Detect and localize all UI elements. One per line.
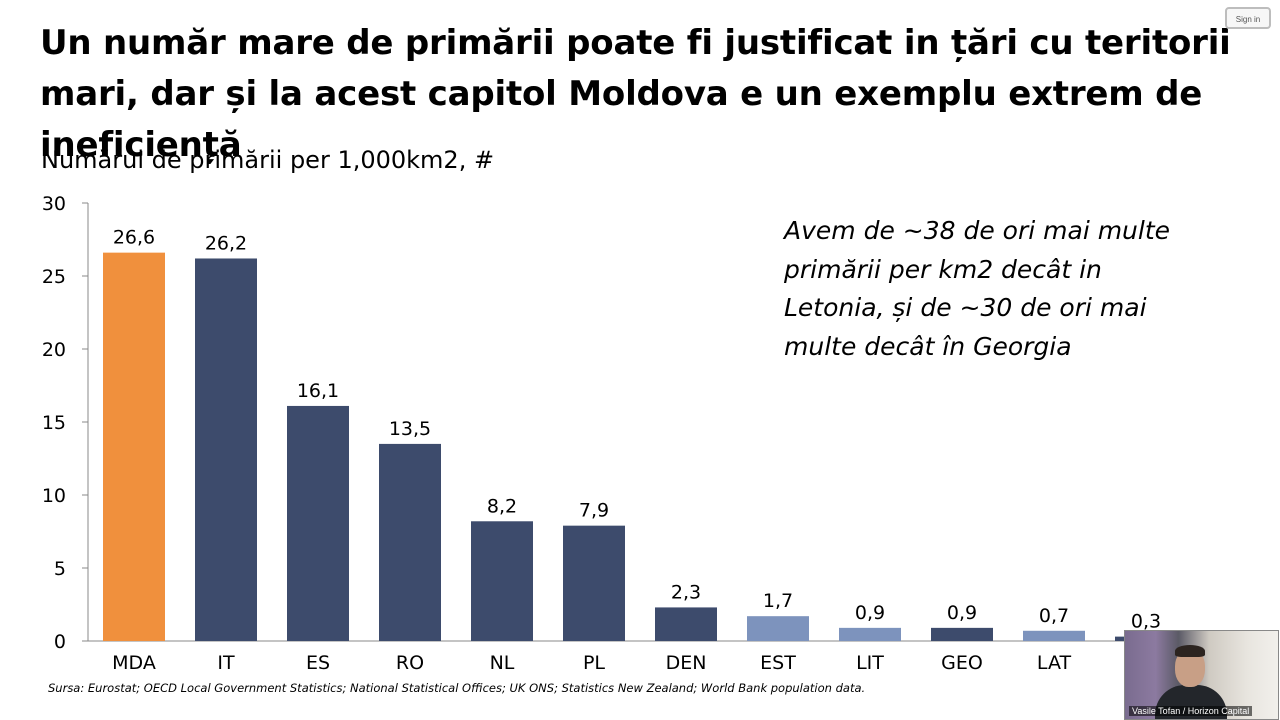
data-label: 0,9 (855, 602, 885, 624)
y-tick-label: 20 (42, 339, 66, 361)
x-tick-label: IT (217, 652, 235, 674)
bar-den (655, 607, 717, 641)
data-label: 8,2 (487, 495, 517, 517)
y-tick-label: 0 (54, 631, 66, 653)
x-tick-label: RO (396, 652, 424, 674)
bar-it (195, 258, 257, 641)
x-tick-label: NL (490, 652, 515, 674)
slide-title: Un număr mare de primării poate fi justi… (40, 23, 1231, 165)
bar-geo (931, 627, 993, 641)
chart-subtitle: Numărul de primării per 1,000km2, # (41, 146, 495, 174)
y-tick-label: 30 (42, 193, 66, 215)
data-label: 13,5 (389, 418, 431, 440)
data-label: 26,6 (113, 227, 155, 249)
bar-nl (471, 521, 533, 641)
x-tick-label: EST (760, 652, 796, 674)
y-tick-label: 15 (42, 412, 66, 434)
x-tick-label: MDA (112, 652, 156, 674)
bar-mda (103, 252, 165, 641)
bar-es (287, 405, 349, 641)
data-label: 2,3 (671, 581, 701, 603)
bar-lit (839, 627, 901, 641)
data-label: 0,9 (947, 602, 977, 624)
x-tick-label: DEN (666, 652, 707, 674)
data-label: 0,7 (1039, 605, 1069, 627)
x-tick-label: ES (306, 652, 330, 674)
bar-est (747, 616, 809, 641)
bar-pl (563, 525, 625, 641)
data-label: 26,2 (205, 232, 247, 254)
data-label: 16,1 (297, 380, 339, 402)
bar-lat (1023, 630, 1085, 641)
webcam-caption: Vasile Tofan / Horizon Capital (1129, 706, 1253, 716)
data-label: 7,9 (579, 500, 609, 522)
webcam-overlay: Vasile Tofan / Horizon Capital (1124, 630, 1279, 720)
y-tick-label: 25 (42, 266, 66, 288)
y-tick-label: 5 (54, 558, 66, 580)
data-label: 1,7 (763, 590, 793, 612)
x-tick-label: LAT (1037, 652, 1072, 674)
x-tick-label: LIT (856, 652, 884, 674)
source-note: Sursa: Eurostat; OECD Local Government S… (48, 681, 866, 695)
sign-in-button[interactable]: Sign in (1225, 7, 1271, 29)
annotation-text: Avem de ~38 de ori mai multe primării pe… (784, 216, 1171, 361)
y-tick-label: 10 (42, 485, 66, 507)
x-tick-label: PL (583, 652, 605, 674)
presenter-hair (1175, 645, 1205, 657)
data-label: 0,3 (1131, 611, 1161, 633)
x-tick-label: GEO (941, 652, 983, 674)
bar-ro (379, 443, 441, 641)
